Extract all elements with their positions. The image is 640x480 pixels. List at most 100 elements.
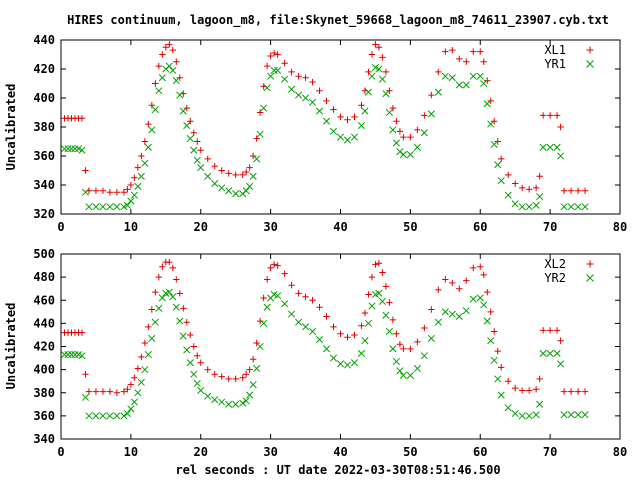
data-point-XL2	[337, 330, 344, 337]
data-point-YR1	[134, 182, 142, 191]
data-point-XL1	[567, 187, 575, 194]
data-point-XL1	[113, 189, 121, 196]
data-point-XL1	[449, 46, 456, 54]
data-point-YR2	[483, 317, 491, 325]
top-x-tick-label: 80	[613, 220, 627, 234]
data-point-XL2	[253, 339, 260, 347]
data-point-XL2	[449, 279, 456, 287]
data-point-XL2	[375, 260, 383, 267]
bottom-x-tick-label: 20	[194, 445, 208, 459]
data-point-XL2	[260, 294, 267, 302]
data-point-XL1	[159, 51, 166, 58]
data-point-YR1	[151, 106, 159, 114]
data-point-XL2	[155, 273, 163, 281]
data-point-XL2	[456, 285, 463, 292]
data-point-XL1	[194, 138, 201, 145]
data-point-YR2	[141, 366, 149, 374]
data-point-YR1	[211, 179, 219, 188]
chart-title: HIRES continuum, lagoon_m8, file:Skynet_…	[67, 13, 609, 28]
data-point-XL1	[99, 187, 107, 194]
bottom-x-tick-label: 70	[543, 445, 557, 459]
data-point-YR1	[315, 107, 324, 115]
data-point-YR1	[494, 161, 502, 169]
bottom-y-axis-label: Uncalibrated	[4, 303, 18, 390]
data-point-XL1	[365, 68, 372, 76]
data-point-YR2	[204, 392, 212, 400]
data-point-XL2	[323, 313, 330, 320]
data-point-YR2	[329, 354, 338, 362]
data-point-XL2	[372, 261, 379, 268]
data-point-XL2	[379, 269, 386, 276]
data-point-XL2	[414, 338, 421, 346]
data-point-YR1	[420, 129, 428, 137]
data-point-YR2	[85, 412, 93, 420]
data-point-YR1	[350, 133, 359, 141]
data-point-XL1	[274, 51, 281, 58]
data-point-XL1	[92, 187, 100, 194]
data-point-YR2	[518, 412, 526, 420]
data-point-XL1	[187, 118, 194, 125]
data-point-XL2	[131, 374, 138, 381]
data-point-YR1	[270, 66, 278, 75]
data-point-XL2	[368, 273, 376, 281]
data-point-XL1	[145, 120, 152, 128]
data-point-XL1	[539, 112, 547, 119]
data-point-YR1	[186, 135, 194, 143]
data-point-XL2	[382, 283, 390, 290]
data-point-XL2	[396, 340, 404, 348]
data-point-XL1	[546, 112, 554, 119]
data-point-YR1	[281, 75, 289, 83]
data-point-YR1	[462, 81, 470, 89]
top-x-tick-label: 20	[194, 220, 208, 234]
data-point-YR1	[476, 72, 484, 80]
data-point-YR1	[536, 193, 544, 201]
data-point-XL1	[173, 58, 180, 65]
data-point-XL1	[270, 49, 278, 57]
data-point-XL2	[557, 337, 564, 344]
data-point-YR1	[256, 130, 264, 138]
top-x-tick-label: 30	[263, 220, 277, 234]
data-point-XL2	[190, 343, 197, 350]
data-point-YR1	[60, 145, 69, 153]
top-x-tick-label: 70	[543, 220, 557, 234]
data-point-YR1	[455, 81, 463, 89]
data-point-YR1	[130, 191, 138, 199]
data-point-XL2	[263, 276, 271, 283]
data-point-YR1	[469, 72, 477, 80]
data-point-XL2	[295, 290, 302, 297]
data-point-XL1	[358, 102, 365, 109]
data-point-XL2	[183, 319, 190, 326]
legend-label-YR1: YR1	[544, 57, 566, 71]
data-point-XL1	[581, 187, 589, 194]
data-point-YR2	[113, 412, 121, 420]
data-point-XL1	[470, 48, 477, 55]
bottom-x-tick-label: 10	[124, 445, 138, 459]
data-point-YR2	[322, 345, 331, 353]
data-point-XL2	[246, 366, 253, 373]
bottom-y-tick-label: 480	[33, 270, 55, 284]
bottom-panel: Uncalibrated 0 10 20 30 40 50 60 70 80 340 360 380 4…	[4, 247, 627, 459]
data-point-XL2	[518, 387, 526, 394]
data-point-YR1	[448, 74, 456, 82]
data-point-XL1	[211, 162, 218, 170]
data-point-XL1	[225, 170, 232, 177]
data-point-YR1	[148, 126, 156, 134]
data-point-YR2	[343, 361, 352, 369]
data-point-YR2	[172, 303, 180, 311]
data-point-XL2	[536, 375, 543, 383]
bottom-x-tick-label: 0	[57, 445, 64, 459]
data-point-YR2	[375, 289, 383, 297]
data-point-YR2	[511, 410, 519, 418]
data-point-XL2	[218, 373, 225, 380]
data-point-XL2	[180, 305, 187, 312]
data-point-XL2	[225, 375, 232, 383]
data-point-YR2	[123, 410, 131, 418]
data-point-XL1	[232, 171, 239, 179]
data-point-YR1	[336, 133, 345, 141]
data-point-YR1	[176, 91, 184, 99]
data-point-YR1	[413, 143, 421, 151]
data-point-YR1	[263, 84, 271, 92]
data-point-YR1	[158, 74, 166, 82]
data-point-XL1	[480, 58, 487, 65]
